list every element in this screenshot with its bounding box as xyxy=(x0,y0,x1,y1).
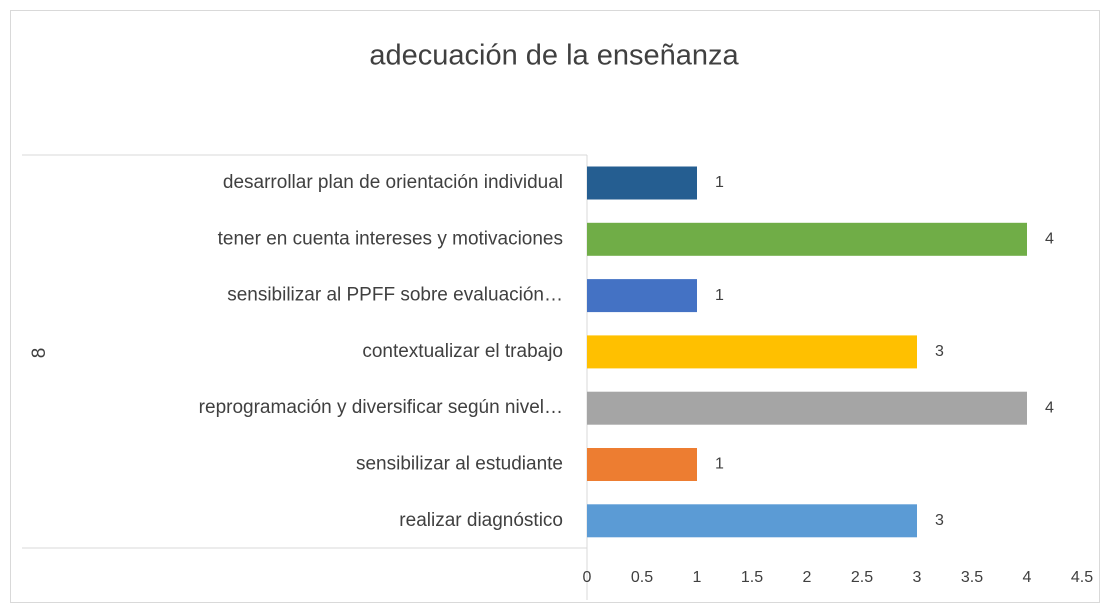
bar xyxy=(587,504,917,538)
y-tick-label: desarrollar plan de orientación individu… xyxy=(223,172,563,193)
x-tick-label: 2 xyxy=(803,569,812,586)
y-tick-label: reprogramación y diversificar según nive… xyxy=(199,397,563,418)
chart-border xyxy=(10,10,1100,603)
data-label: 1 xyxy=(715,174,724,191)
y-tick-label: contextualizar el trabajo xyxy=(362,341,563,362)
data-label: 3 xyxy=(935,343,944,360)
data-label: 1 xyxy=(715,456,724,473)
x-tick-label: 4.5 xyxy=(1071,569,1093,586)
x-tick-label: 0.5 xyxy=(631,569,653,586)
bar xyxy=(587,166,697,200)
x-tick-label: 4 xyxy=(1023,569,1032,586)
x-tick-label: 2.5 xyxy=(851,569,873,586)
bar xyxy=(587,335,917,369)
bar xyxy=(587,391,1027,425)
y-tick-label: sensibilizar al PPFF sobre evaluación… xyxy=(227,285,563,306)
data-label: 3 xyxy=(935,512,944,529)
data-label: 1 xyxy=(715,287,724,304)
data-label: 4 xyxy=(1045,231,1054,248)
bar xyxy=(587,222,1027,256)
x-tick-label: 0 xyxy=(583,569,592,586)
x-tick-label: 1 xyxy=(693,569,702,586)
bar xyxy=(587,448,697,481)
chart-title: adecuación de la enseñanza xyxy=(369,40,739,72)
y-tick-label: realizar diagnóstico xyxy=(399,510,563,531)
group-label: 8 xyxy=(29,348,50,359)
x-tick-label: 1.5 xyxy=(741,569,763,586)
x-tick-label: 3.5 xyxy=(961,569,983,586)
bar xyxy=(587,279,697,313)
x-tick-label: 3 xyxy=(913,569,922,586)
y-tick-label: tener en cuenta intereses y motivaciones xyxy=(218,228,563,249)
data-label: 4 xyxy=(1045,399,1054,416)
y-tick-label: sensibilizar al estudiante xyxy=(356,454,563,475)
